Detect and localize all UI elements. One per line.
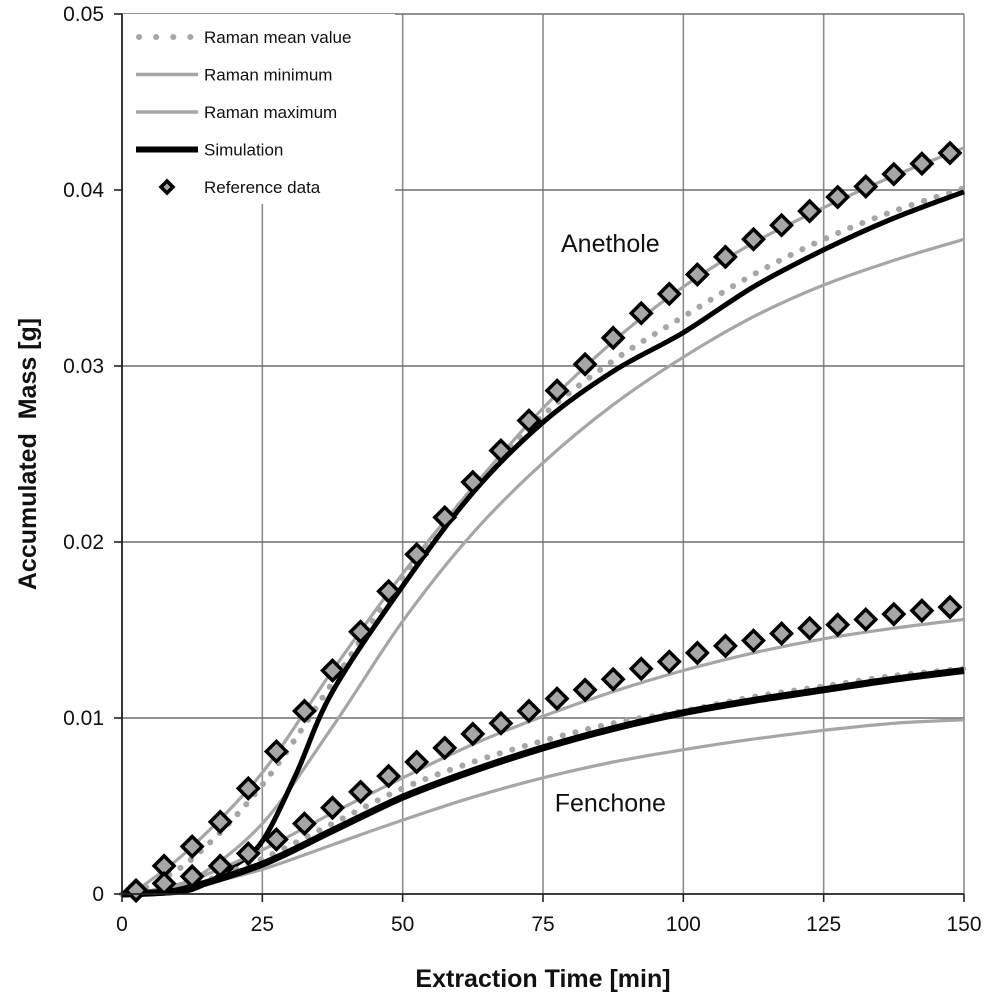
- anethole-reference-point: [741, 226, 766, 252]
- fenchone-reference-point: [937, 594, 963, 620]
- legend-label-min: Raman minimum: [204, 66, 332, 85]
- fenchone-reference-point: [123, 878, 149, 903]
- y-tick-label: 0.04: [63, 179, 104, 202]
- fenchone-reference-point: [600, 666, 626, 692]
- fenchone-sim-line: [121, 667, 965, 898]
- fenchone-reference-point: [404, 749, 430, 775]
- y-tick-label: 0.01: [63, 707, 104, 730]
- anethole-reference-point: [712, 244, 738, 270]
- anethole-reference-point: [376, 578, 402, 604]
- anethole-reference-point: [488, 438, 514, 463]
- y-tick-label: 0.03: [63, 355, 104, 378]
- y-tick-label: 0: [92, 883, 104, 906]
- anethole-mean-line: [119, 185, 967, 899]
- fenchone-reference-point: [741, 628, 766, 654]
- fenchone-reference-point: [207, 853, 233, 879]
- legend-swatch-ref: [158, 178, 176, 196]
- fenchone-max-line: [121, 617, 965, 896]
- y-tick-label: 0.05: [63, 3, 104, 26]
- fenchone-reference-point: [656, 649, 682, 675]
- fenchone-reference-point: [797, 615, 823, 641]
- x-tick-label: 25: [251, 913, 274, 936]
- fenchone-reference-point: [179, 863, 205, 889]
- fenchone-reference-point: [263, 826, 289, 852]
- tick-labels: 0 25 50 75 100 125 150 0 0.01 0.02 0.03 0.04 0.05: [63, 3, 981, 936]
- annotation-fenchone: Fenchone: [555, 789, 666, 817]
- fenchone-reference-point: [853, 606, 879, 632]
- fenchone-reference-point: [825, 612, 851, 638]
- anethole-reference-point: [263, 738, 289, 764]
- fenchone-reference-point: [432, 735, 458, 761]
- anethole-reference-point: [207, 809, 233, 835]
- x-axis-title: Extraction Time [min]: [415, 965, 670, 993]
- x-tick-label: 50: [391, 913, 414, 936]
- anethole-reference-point: [853, 174, 879, 199]
- anethole-reference-point: [628, 300, 654, 326]
- axes: [114, 13, 965, 902]
- fenchone-reference-point: [348, 779, 374, 805]
- group-anethole: [119, 140, 967, 903]
- fenchone-reference-point: [291, 811, 317, 837]
- fenchone-reference-point: [320, 795, 345, 821]
- fenchone-reference-point: [881, 601, 907, 627]
- x-tick-label: 0: [116, 913, 128, 936]
- fenchone-reference-point: [572, 677, 598, 703]
- anethole-reference-point: [909, 151, 935, 177]
- legend-label-sim: Simulation: [204, 141, 283, 160]
- anethole-reference-point: [320, 658, 345, 683]
- anethole-reference-point: [572, 351, 598, 377]
- fenchone-reference-point: [488, 710, 514, 736]
- anethole-reference-point: [797, 198, 823, 224]
- anethole-reference-point: [348, 619, 374, 645]
- legend-items: Raman mean value Raman minimum Raman maxim…: [136, 28, 351, 197]
- anethole-reference-point: [291, 698, 317, 724]
- anethole-reference-point: [684, 262, 710, 287]
- x-tick-label: 150: [946, 913, 981, 936]
- y-tick-label: 0.02: [63, 531, 104, 554]
- anethole-reference-point: [460, 469, 486, 495]
- fenchone-reference-point: [769, 621, 795, 646]
- y-axis-title: Accumulated Mass [g]: [14, 318, 42, 590]
- legend: Raman mean value Raman minimum Raman maxim…: [123, 14, 395, 204]
- legend-label-mean: Raman mean value: [204, 28, 351, 47]
- legend-label-ref: Reference data: [204, 178, 321, 197]
- legend-label-max: Raman maximum: [204, 103, 337, 122]
- annotation-anethole: Anethole: [561, 230, 660, 258]
- fenchone-reference-point: [544, 686, 570, 712]
- anethole-reference-point: [544, 378, 570, 404]
- x-tick-label: 100: [666, 913, 701, 936]
- fenchone-reference-point: [628, 656, 654, 682]
- anethole-reference-point: [825, 184, 851, 210]
- fenchone-reference-point: [235, 841, 261, 866]
- fenchone-reference-point: [376, 763, 402, 789]
- fenchone-reference-point: [909, 598, 935, 624]
- anethole-reference-point: [235, 775, 261, 801]
- anethole-reference-point: [937, 140, 963, 166]
- anethole-reference-point: [881, 161, 907, 187]
- fenchone-reference-point: [684, 640, 710, 666]
- x-tick-label: 125: [806, 913, 841, 936]
- anethole-reference-point: [769, 212, 795, 238]
- group-fenchone: [119, 594, 967, 903]
- anethole-reference-point: [432, 504, 458, 530]
- fenchone-reference-point: [460, 721, 486, 747]
- fenchone-reference-point: [516, 698, 542, 724]
- x-tick-label: 75: [531, 913, 554, 936]
- anethole-reference-point: [516, 408, 542, 434]
- series-layer: [119, 140, 967, 903]
- anethole-reference-point: [404, 541, 430, 567]
- legend-background: [123, 14, 395, 204]
- anethole-reference-point: [656, 281, 682, 307]
- anethole-reference-point: [179, 834, 205, 859]
- anethole-reference-point: [600, 325, 626, 351]
- fenchone-reference-point: [712, 633, 738, 659]
- annotations: Anethole Fenchone: [555, 230, 666, 818]
